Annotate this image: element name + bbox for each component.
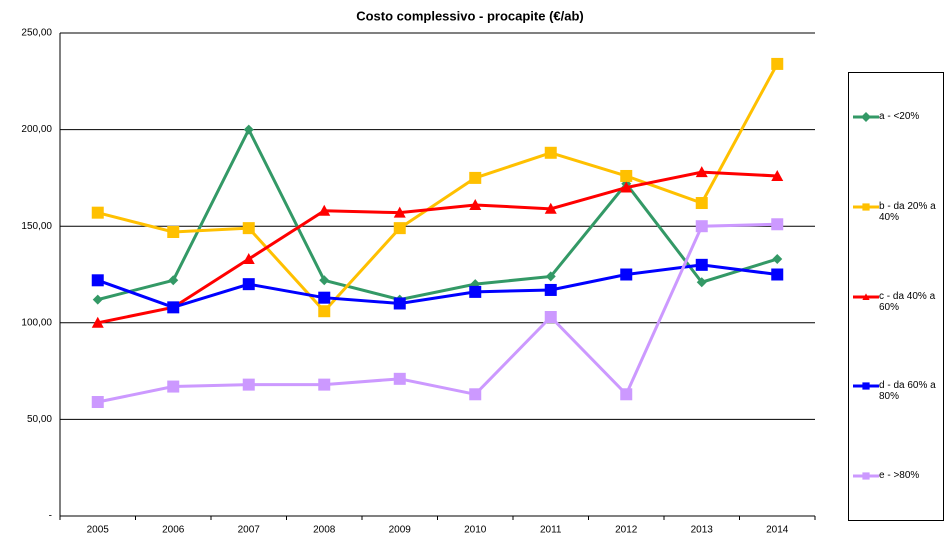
marker <box>91 396 104 409</box>
y-tick-label: 50,00 <box>27 414 52 425</box>
x-tick-label: 2009 <box>389 525 412 536</box>
marker <box>771 218 784 231</box>
legend-icon <box>853 382 879 390</box>
marker <box>319 275 330 286</box>
x-tick-label: 2007 <box>238 525 261 536</box>
x-tick-label: 2006 <box>162 525 185 536</box>
legend-entry: e - >80% <box>853 470 943 482</box>
marker <box>318 378 331 391</box>
marker <box>91 274 104 287</box>
marker <box>92 294 103 305</box>
chart-title: Costo complessivo - procapite (€/ab) <box>356 8 584 23</box>
x-tick-label: 2008 <box>313 525 336 536</box>
marker <box>695 220 708 233</box>
marker <box>469 285 482 298</box>
marker <box>545 271 556 282</box>
marker <box>393 206 406 218</box>
x-tick-label: 2011 <box>540 525 562 536</box>
legend-icon <box>853 292 879 300</box>
marker <box>318 204 331 216</box>
x-tick-label: 2005 <box>87 525 110 536</box>
marker <box>772 254 783 265</box>
marker <box>695 166 708 178</box>
marker <box>242 222 255 235</box>
marker <box>544 311 557 324</box>
marker <box>862 472 870 480</box>
marker <box>862 203 870 211</box>
marker <box>167 301 180 314</box>
y-tick-label: 200,00 <box>21 124 52 135</box>
marker <box>695 197 708 210</box>
series-line <box>97 170 778 325</box>
marker <box>862 292 870 300</box>
marker <box>695 258 708 271</box>
y-tick-label: 150,00 <box>21 221 52 232</box>
legend-entry: b - da 20% a 40% <box>853 200 943 223</box>
series-line <box>97 263 778 309</box>
x-tick-label: 2014 <box>766 525 789 536</box>
marker <box>91 206 104 219</box>
marker <box>318 305 331 318</box>
marker <box>393 372 406 385</box>
legend-label: c - da 40% a 60% <box>879 290 936 313</box>
x-tick-label: 2012 <box>615 525 638 536</box>
marker <box>620 268 633 281</box>
x-tick-label: 2010 <box>464 525 487 536</box>
y-tick-label: 100,00 <box>21 317 52 328</box>
marker <box>91 316 104 328</box>
marker <box>393 222 406 235</box>
marker <box>544 283 557 296</box>
marker <box>167 225 180 238</box>
marker <box>620 169 633 182</box>
x-tick-label: 2013 <box>691 525 714 536</box>
marker <box>469 388 482 401</box>
legend: a - <20% b - da 20% a 40% c - da 40% a 60%… <box>848 72 944 521</box>
marker <box>861 111 871 122</box>
marker <box>620 388 633 401</box>
marker <box>771 57 784 70</box>
marker <box>620 181 633 193</box>
marker <box>544 146 557 159</box>
marker <box>862 382 870 390</box>
legend-icon <box>853 203 879 211</box>
legend-label: a - <20% <box>879 110 920 122</box>
marker <box>469 171 482 184</box>
legend-label: e - >80% <box>879 470 920 482</box>
marker <box>544 202 557 214</box>
legend-icon <box>853 111 879 122</box>
marker <box>243 124 254 135</box>
marker <box>318 291 331 304</box>
legend-entry: d - da 60% a 80% <box>853 380 943 403</box>
legend-label: b - da 20% a 40% <box>879 200 936 223</box>
marker <box>168 275 179 286</box>
legend-entry: c - da 40% a 60% <box>853 290 943 313</box>
y-tick-label: 250,00 <box>21 28 52 39</box>
legend-entry: a - <20% <box>853 110 943 122</box>
series-line <box>97 222 778 404</box>
legend-label: d - da 60% a 80% <box>879 380 936 403</box>
marker <box>771 169 784 181</box>
marker <box>242 278 255 291</box>
marker <box>696 277 707 288</box>
marker <box>242 253 255 265</box>
series-line <box>97 63 779 314</box>
marker <box>469 198 482 210</box>
legend-icon <box>853 472 879 480</box>
marker <box>393 297 406 310</box>
marker <box>167 380 180 393</box>
marker <box>771 268 784 281</box>
marker <box>242 378 255 391</box>
series-line <box>97 126 778 302</box>
y-tick-label: - <box>49 511 52 522</box>
